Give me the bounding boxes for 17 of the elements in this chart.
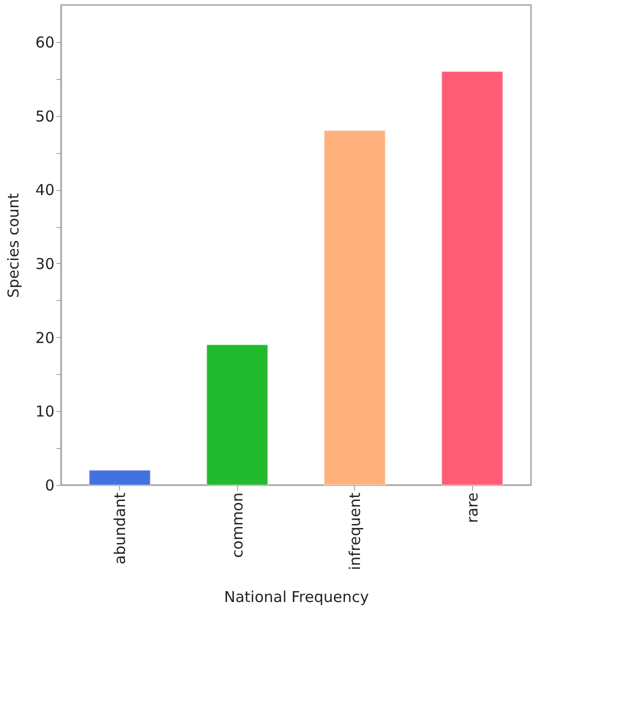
- x-tick-label: infrequent: [346, 492, 364, 570]
- bar: [88, 470, 151, 486]
- y-axis-title: Species count: [4, 192, 22, 298]
- y-tick-label: 50: [35, 107, 54, 126]
- x-axis-title: National Frequency: [224, 588, 370, 606]
- bar: [441, 70, 504, 486]
- x-tick-label: common: [228, 492, 246, 558]
- y-tick-label: 10: [35, 402, 54, 421]
- y-tick-label: 60: [35, 33, 54, 52]
- bar: [324, 130, 386, 486]
- x-tick-label: rare: [463, 492, 482, 523]
- y-tick-label: 40: [35, 181, 54, 200]
- y-tick-label: 30: [35, 254, 54, 273]
- bar: [206, 344, 268, 486]
- y-tick-label: 0: [44, 476, 54, 494]
- x-tick-label: abundant: [110, 492, 129, 564]
- y-tick-label: 20: [35, 328, 54, 347]
